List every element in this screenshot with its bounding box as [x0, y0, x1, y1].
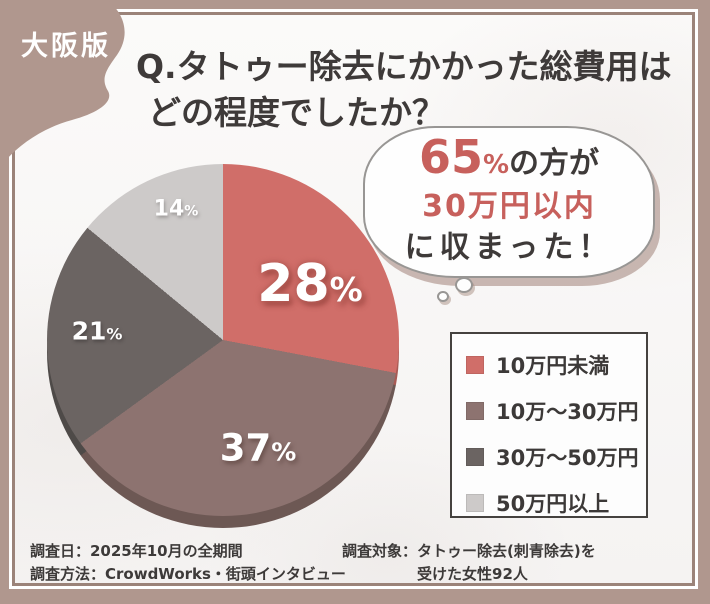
callout-percent-sign: %	[482, 150, 510, 180]
chart-legend: 10万円未満 10万〜30万円 30万〜50万円 50万円以上	[450, 332, 648, 518]
pie-chart: 28% 37% 21% 14%	[47, 164, 399, 516]
callout-bubble: 65%の方が 30万円以内 に収まった！	[363, 126, 655, 278]
legend-item-100k-300k: 10万〜30万円	[466, 396, 646, 426]
survey-info-left: 調査日：2025年10月の全期間 調査方法：CrowdWorks・街頭インタビュ…	[30, 540, 346, 586]
pie-slice-label-under-100k: 28%	[257, 254, 363, 314]
survey-info-right: 調査対象： タトゥー除去(刺青除去)を 受けた女性92人	[342, 540, 596, 586]
legend-swatch-icon	[466, 448, 484, 466]
thought-dot-large	[455, 277, 473, 293]
thought-dot-small	[437, 291, 449, 302]
legend-swatch-icon	[466, 494, 484, 512]
corner-blob-shape	[0, 0, 125, 170]
legend-item-300k-500k: 30万〜50万円	[466, 442, 646, 472]
pie-slice-label-100k-300k: 37%	[219, 426, 297, 470]
legend-item-under-100k: 10万円未満	[466, 350, 646, 380]
callout-line2: 30万円以内	[422, 189, 596, 224]
callout-line1: 65%の方が	[419, 134, 600, 187]
callout-line1-suffix: の方が	[509, 146, 600, 181]
region-badge: 大阪版	[21, 31, 111, 62]
legend-swatch-icon	[466, 356, 484, 374]
legend-item-over-500k: 50万円以上	[466, 488, 646, 518]
page-title-line2: どの程度でしたか？	[148, 93, 445, 132]
pie-slice-label-300k-500k: 21%	[71, 316, 123, 346]
legend-swatch-icon	[466, 402, 484, 420]
survey-target-label: 調査対象：	[342, 542, 418, 560]
survey-date: 調査日：2025年10月の全期間	[30, 542, 243, 560]
page-title-line1: Q.タトゥー除去にかかった総費用は	[136, 47, 672, 86]
callout-number: 65	[418, 130, 483, 184]
pie-slice-label-over-500k: 14%	[153, 196, 199, 222]
page-title: Q.タトゥー除去にかかった総費用は どの程度でしたか？	[136, 44, 672, 136]
survey-target-text: タトゥー除去(刺青除去)を 受けた女性92人	[417, 542, 596, 583]
survey-method: 調査方法：CrowdWorks・街頭インタビュー	[30, 565, 346, 583]
callout-line3: に収まった！	[404, 230, 614, 265]
